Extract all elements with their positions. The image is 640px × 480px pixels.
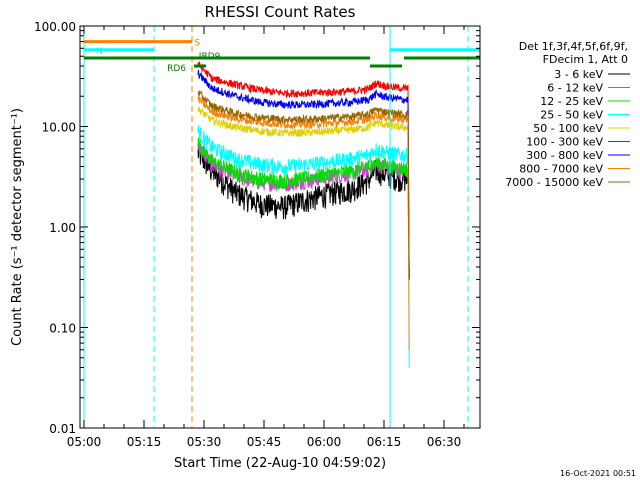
flag-label-ird9: IRD9 <box>199 52 221 62</box>
x-tick-label: 05:30 <box>187 435 222 449</box>
series-line-7000-15000keV <box>197 90 410 280</box>
y-tick-label: 10.00 <box>42 121 76 135</box>
legend-entry-label: 6 - 12 keV <box>547 82 603 95</box>
legend-entry-label: 300 - 800 keV <box>526 149 603 162</box>
y-tick-label: 100.00 <box>34 20 76 34</box>
y-tick-label: 0.10 <box>49 322 76 336</box>
y-tick-label: 0.01 <box>49 422 76 436</box>
legend-header: FDecim 1, Att 0 <box>543 53 628 66</box>
series-layer <box>197 61 410 368</box>
series-line-50-100keV <box>197 106 410 280</box>
x-tick-label: 05:15 <box>127 435 162 449</box>
series-line-3-6keV <box>197 143 410 280</box>
timestamp: 16-Oct-2021 00:51 <box>560 469 636 478</box>
chart-title: RHESSI Count Rates <box>205 3 356 21</box>
series-line-300-800keV <box>197 70 410 280</box>
x-tick-label: 05:00 <box>67 435 102 449</box>
legend-entry-label: 800 - 7000 keV <box>519 163 603 176</box>
legend-header: Det 1f,3f,4f,5f,6f,9f, <box>519 40 628 53</box>
legend-entry-label: 50 - 100 keV <box>533 122 603 135</box>
legend-entry-label: 25 - 50 keV <box>540 109 603 122</box>
series-line-100-300keV <box>197 61 410 280</box>
series-line-25-50keV <box>197 125 410 368</box>
x-tick-label: 06:15 <box>367 435 402 449</box>
flag-label-rd6: RD6 <box>167 64 186 74</box>
legend-entry-label: 100 - 300 keV <box>526 136 603 149</box>
flag-label-n: N <box>96 47 103 57</box>
legend: Det 1f,3f,4f,5f,6f,9f,FDecim 1, Att 0 3 -… <box>505 40 630 189</box>
legend-entry-label: 3 - 6 keV <box>554 68 603 81</box>
y-axis-label: Count Rate (s⁻¹ detector segment⁻¹) <box>10 108 25 346</box>
x-tick-label: 06:00 <box>307 435 342 449</box>
x-tick-label: 05:45 <box>247 435 282 449</box>
y-tick-label: 1.00 <box>49 221 76 235</box>
legend-entry-label: 12 - 25 keV <box>540 95 603 108</box>
legend-entry-label: 7000 - 15000 keV <box>505 176 603 189</box>
x-axis-label: Start Time (22-Aug-10 04:59:02) <box>174 456 386 471</box>
x-tick-label: 06:30 <box>427 435 462 449</box>
flag-label-s: S <box>194 39 200 49</box>
series-line-12-25keV <box>197 137 410 280</box>
